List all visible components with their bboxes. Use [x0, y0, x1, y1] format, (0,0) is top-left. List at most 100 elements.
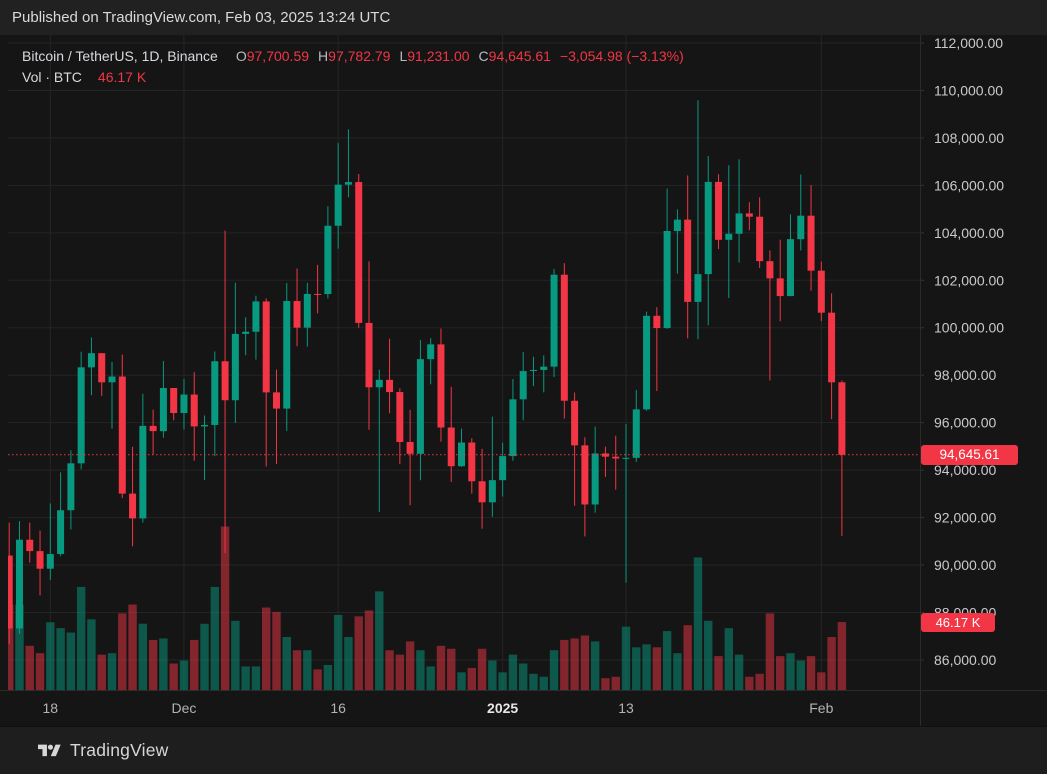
volume-bar — [745, 676, 754, 690]
price-axis-label: 96,000.00 — [934, 415, 996, 431]
volume-bar — [560, 639, 569, 690]
volume-bar — [621, 626, 631, 690]
candle-body — [396, 392, 404, 442]
candle-body — [797, 215, 805, 240]
volume-bar — [673, 653, 682, 690]
volume-bar — [210, 586, 219, 690]
candle-body — [334, 184, 342, 226]
price-axis-label: 94,000.00 — [934, 462, 996, 478]
volume-bar — [251, 666, 261, 690]
candle-body — [231, 333, 239, 401]
volume-bar — [611, 676, 620, 690]
last-price-badge: 94,645.61 — [921, 444, 1018, 465]
candle-body — [550, 274, 558, 367]
volume-bar — [25, 645, 34, 690]
volume-bar — [549, 650, 559, 690]
volume-bar — [107, 653, 117, 690]
volume-bar — [313, 669, 322, 690]
candle-body — [591, 453, 599, 505]
candle-body — [745, 213, 753, 217]
candle-body — [694, 274, 702, 302]
price-axis-label: 98,000.00 — [934, 367, 996, 383]
volume-bar — [704, 620, 713, 690]
volume-bar — [159, 638, 168, 690]
tradingview-logo-link[interactable]: TradingView — [38, 740, 169, 761]
volume-bar — [35, 653, 45, 690]
volume-bar — [488, 660, 497, 690]
volume-bar — [755, 673, 764, 690]
volume-bar — [262, 607, 271, 690]
volume-bar — [416, 650, 425, 690]
candle-body — [509, 399, 517, 457]
published-bar: Published on TradingView.com, Feb 03, 20… — [0, 0, 1047, 35]
volume-bar — [66, 632, 76, 690]
candle-body — [673, 219, 681, 232]
candle-body — [26, 539, 34, 552]
candle-body — [221, 361, 229, 401]
candle-body — [118, 376, 126, 494]
volume-bar — [467, 667, 476, 690]
time-axis[interactable] — [0, 690, 1047, 726]
candle-body — [622, 457, 630, 459]
volume-bar — [97, 654, 106, 690]
volume-bar — [138, 623, 148, 690]
candle-body — [139, 425, 147, 519]
candle-body — [57, 510, 65, 555]
candle-body — [653, 315, 661, 329]
candle-body — [786, 239, 794, 297]
volume-bar — [837, 622, 847, 690]
time-axis-label: 18 — [43, 700, 59, 716]
volume-bar — [580, 635, 590, 690]
volume-bar — [652, 647, 662, 690]
candle-body — [129, 493, 137, 519]
volume-bar — [477, 648, 487, 690]
candle-body — [36, 551, 44, 569]
candle-body — [87, 353, 95, 368]
candle-body — [344, 182, 352, 185]
volume-bar — [806, 656, 816, 690]
volume-bar — [364, 610, 374, 690]
candle-body — [663, 231, 671, 329]
candle-body — [447, 427, 455, 467]
time-axis-label: Feb — [809, 700, 833, 716]
volume-bar — [303, 650, 312, 690]
volume-bar — [292, 650, 302, 690]
candle-body — [262, 301, 270, 393]
candle-body — [46, 554, 54, 569]
volume-bar — [354, 616, 363, 690]
candle-body — [252, 301, 260, 332]
volume-bar — [385, 650, 394, 690]
candlestick-chart[interactable]: 112,000.00 110,000.00 108,000.00 106,000.00… — [0, 35, 1047, 726]
volume-bar — [683, 625, 692, 690]
volume-bar — [632, 647, 641, 690]
chart-area: 112,000.00 110,000.00 108,000.00 106,000.00… — [0, 35, 1047, 726]
volume-bar — [148, 639, 158, 690]
volume-bar — [333, 614, 343, 690]
volume-bar — [405, 641, 415, 690]
volume-bar — [786, 653, 795, 690]
candle-body — [437, 344, 445, 428]
candle-body — [159, 388, 167, 432]
volume-bar — [118, 613, 127, 690]
candle-body — [375, 379, 383, 388]
candle-body — [529, 369, 537, 372]
price-axis-label: 92,000.00 — [934, 510, 996, 526]
tradingview-brand-text: TradingView — [70, 740, 169, 760]
tradingview-logo-icon — [38, 744, 61, 756]
candle-body — [149, 425, 157, 432]
volume-bar — [796, 660, 805, 690]
candle-body — [386, 379, 394, 393]
volume-bar — [282, 636, 291, 690]
volume-bar — [8, 604, 14, 690]
price-axis[interactable] — [920, 35, 1047, 690]
candle-body — [468, 442, 476, 482]
volume-bar — [220, 526, 230, 690]
price-axis-label: 102,000.00 — [934, 272, 1004, 288]
candle-body — [211, 361, 219, 425]
candle-body — [499, 456, 507, 481]
volume-badge: 46.17 K — [921, 612, 995, 632]
time-axis-label: 2025 — [487, 700, 518, 716]
volume-bar — [590, 641, 600, 690]
candle-body — [272, 392, 280, 409]
price-axis-label: 86,000.00 — [934, 652, 996, 668]
